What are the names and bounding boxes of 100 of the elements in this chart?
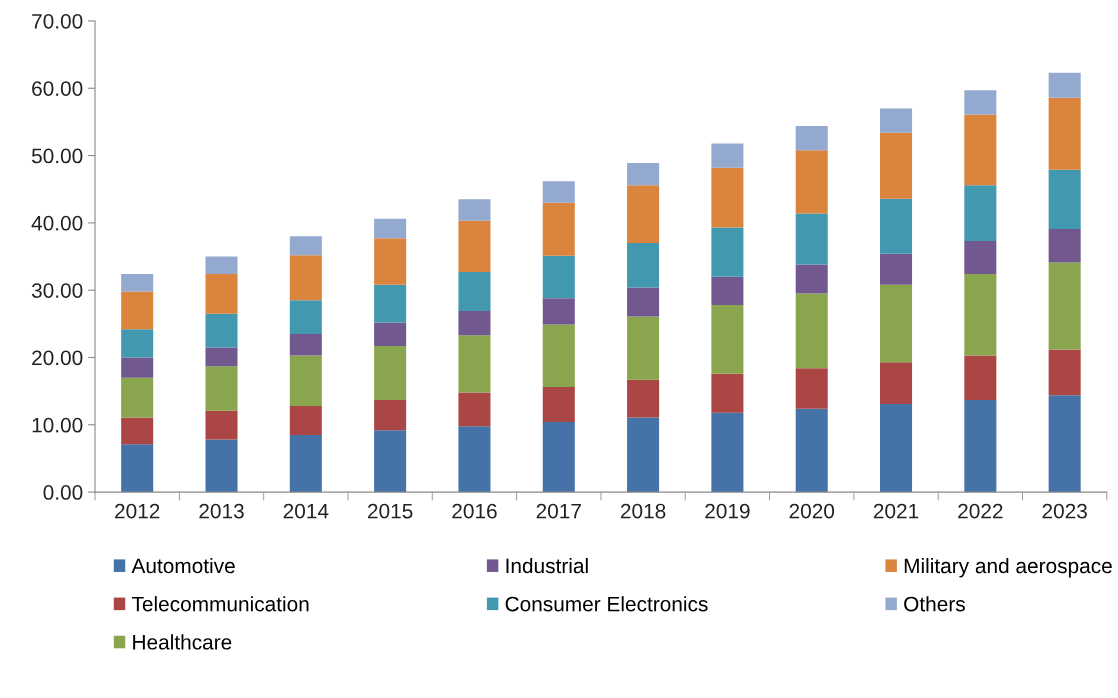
- bar: [627, 417, 660, 493]
- bar: [711, 227, 744, 277]
- bar: [964, 185, 997, 242]
- bar: [458, 199, 491, 221]
- bar: [205, 439, 238, 493]
- bar: [627, 316, 660, 380]
- y-tick-label: 40.00: [31, 215, 83, 231]
- bar: [374, 218, 407, 239]
- bar: [795, 125, 828, 151]
- legend-label: Telecommunication: [131, 596, 309, 612]
- bar: [121, 444, 154, 493]
- bar: [542, 181, 575, 203]
- bar: [458, 426, 491, 493]
- y-tick-label: 60.00: [32, 81, 83, 96]
- bar: [121, 329, 154, 358]
- x-tick-label: 2014: [283, 503, 329, 519]
- x-tick-label: 2022: [958, 503, 1003, 519]
- bar: [795, 408, 828, 493]
- bar: [289, 255, 322, 301]
- bar: [711, 373, 744, 413]
- bar: [964, 274, 997, 356]
- x-tick-label: 2017: [536, 503, 581, 519]
- bar: [289, 434, 322, 493]
- bar: [711, 143, 744, 168]
- bar: [711, 167, 744, 228]
- legend-label: Military and aerospace: [904, 557, 1112, 578]
- bar: [880, 403, 913, 493]
- bar: [205, 274, 238, 314]
- bar: [795, 368, 828, 409]
- bar: [964, 355, 997, 400]
- bar: [795, 213, 828, 265]
- bar: [121, 291, 154, 330]
- x-tick-label: 2021: [873, 503, 919, 519]
- bar: [711, 304, 744, 374]
- bar: [542, 202, 575, 256]
- bar: [964, 114, 997, 186]
- bar: [205, 347, 238, 367]
- bar: [121, 357, 154, 378]
- x-tick-label: 2018: [620, 503, 666, 519]
- y-tick-label: 70.00: [32, 13, 83, 29]
- bar: [121, 417, 154, 445]
- bar: [374, 346, 407, 400]
- bar: [880, 108, 913, 133]
- bar: [458, 220, 491, 272]
- bar: [627, 185, 660, 244]
- bar: [880, 362, 913, 404]
- bar: [795, 150, 828, 214]
- legend-label: Automotive: [131, 557, 235, 574]
- bar: [289, 300, 322, 334]
- legend-label: Others: [904, 596, 965, 612]
- bar: [542, 387, 575, 423]
- bar: [880, 198, 913, 254]
- bar: [121, 274, 154, 292]
- bar: [289, 405, 322, 435]
- bar: [1048, 395, 1081, 493]
- bar: [1048, 72, 1081, 98]
- bar: [458, 335, 491, 393]
- bar: [542, 298, 575, 325]
- x-tick-label: 2023: [1042, 503, 1087, 519]
- bar: [627, 287, 660, 317]
- bar: [627, 162, 660, 186]
- bar: [374, 238, 407, 285]
- bar: [205, 313, 238, 348]
- bar: [205, 256, 238, 275]
- x-tick-label: 2019: [705, 503, 750, 519]
- bar: [964, 399, 997, 493]
- x-tick-label: 2020: [789, 503, 835, 519]
- bar: [205, 410, 238, 440]
- bar: [289, 236, 322, 256]
- bar: [1048, 97, 1081, 170]
- bar: [542, 255, 575, 299]
- bar: [880, 132, 913, 199]
- bar: [458, 392, 491, 427]
- bar: [1048, 228, 1081, 263]
- y-tick-label: 0.00: [43, 485, 83, 500]
- bar: [627, 379, 660, 418]
- bar: [374, 284, 407, 323]
- bar: [121, 377, 154, 418]
- x-tick-label: 2016: [452, 503, 497, 519]
- bar: [795, 293, 828, 369]
- bar: [374, 399, 407, 431]
- bar: [458, 272, 491, 312]
- bar: [795, 264, 828, 294]
- bar: [1048, 169, 1081, 229]
- bar: [542, 422, 575, 493]
- x-tick-label: 2015: [368, 503, 413, 519]
- bar: [289, 355, 322, 406]
- bar: [627, 243, 660, 288]
- x-tick-label: 2012: [115, 503, 160, 519]
- y-tick-label: 20.00: [32, 350, 83, 366]
- x-tick-label: 2013: [199, 503, 244, 519]
- y-tick-label: 30.00: [31, 283, 83, 298]
- bar: [458, 311, 491, 336]
- bar: [542, 324, 575, 388]
- y-tick-label: 50.00: [31, 148, 83, 164]
- bar: [374, 430, 407, 493]
- bar: [1048, 262, 1081, 350]
- legend-label: Healthcare: [133, 634, 232, 650]
- bar: [964, 90, 997, 115]
- bar: [1048, 349, 1081, 396]
